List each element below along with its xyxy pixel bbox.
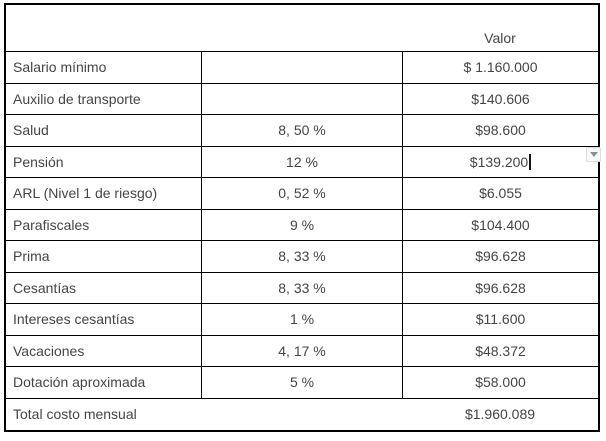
row-label-cell-text: Intereses cesantías: [13, 311, 135, 328]
table-total-row[interactable]: Total costo mensual $1.960.089: [6, 399, 598, 430]
table-row: Intereses cesantías 1 % $11.600: [6, 304, 598, 336]
row-label-cell[interactable]: Prima: [6, 241, 202, 272]
row-percent-cell[interactable]: [202, 52, 403, 83]
total-label-cell[interactable]: Total costo mensual: [13, 406, 137, 422]
row-value-cell-text: $96.628: [475, 248, 526, 265]
row-value-cell-text: $48.372: [475, 342, 526, 359]
table-row: Salario mínimo $ 1.160.000: [6, 52, 598, 84]
table-row: Prima 8, 33 % $96.628: [6, 241, 598, 273]
row-label-cell-text: Salario mínimo: [13, 59, 107, 76]
row-percent-cell[interactable]: 4, 17 %: [202, 335, 403, 366]
row-value-cell[interactable]: $96.628: [403, 273, 598, 304]
row-value-cell-text: $58.000: [475, 374, 526, 391]
row-label-cell[interactable]: Parafiscales: [6, 209, 202, 240]
row-label-cell-text: Salud: [13, 122, 49, 139]
row-value-cell[interactable]: $139.200: [403, 147, 598, 178]
row-label-cell[interactable]: Intereses cesantías: [6, 304, 202, 335]
table-body: Salario mínimo $ 1.160.000 Auxilio de tran…: [6, 52, 598, 399]
row-label-cell-text: Dotación aproximada: [13, 374, 146, 391]
row-percent-cell[interactable]: 5 %: [202, 367, 403, 398]
row-percent-cell-text: 4, 17 %: [278, 342, 326, 359]
table-header-row[interactable]: Valor: [6, 5, 598, 52]
row-value-cell-text: $140.606: [471, 90, 530, 107]
row-percent-cell[interactable]: 8, 33 %: [202, 272, 403, 303]
row-value-cell-text: $ 1.160.000: [463, 59, 538, 76]
down-triangle-glyph: [589, 152, 598, 157]
row-label-cell-text: Parafiscales: [13, 216, 90, 233]
row-percent-cell[interactable]: [202, 83, 403, 114]
row-label-cell-text: Prima: [13, 248, 50, 265]
row-label-cell-text: Auxilio de transporte: [13, 90, 141, 107]
row-value-cell-text: $139.200: [469, 153, 529, 170]
row-label-cell-text: ARL (Nivel 1 de riesgo): [13, 185, 158, 202]
row-label-cell[interactable]: Salud: [6, 115, 202, 146]
row-value-cell[interactable]: $98.600: [403, 115, 598, 146]
row-value-cell[interactable]: $96.628: [403, 241, 598, 272]
row-label-cell[interactable]: Auxilio de transporte: [6, 83, 202, 114]
row-percent-cell-text: 0, 52 %: [278, 185, 326, 202]
row-value-cell-text: $104.400: [471, 216, 530, 233]
header-valor-cell[interactable]: Valor: [484, 30, 516, 46]
row-value-cell[interactable]: $6.055: [403, 178, 598, 209]
table-row: Dotación aproximada 5 % $58.000: [6, 367, 598, 399]
row-percent-cell-text: 9 %: [289, 216, 315, 233]
row-percent-cell-text: 8, 33 %: [278, 279, 326, 296]
table-row: Salud 8, 50 % $98.600: [6, 115, 598, 147]
row-value-cell-text: $98.600: [475, 122, 526, 139]
table-row: ARL (Nivel 1 de riesgo) 0, 52 % $6.055: [6, 178, 598, 210]
row-percent-cell[interactable]: 12 %: [202, 146, 403, 177]
row-percent-cell-text: 8, 50 %: [278, 122, 326, 139]
table-row: Auxilio de transporte $140.606: [6, 83, 598, 115]
cost-table: Valor Salario mínimo $ 1.160.000 Auxilio d…: [4, 3, 600, 432]
total-value-cell[interactable]: $1.960.089: [464, 406, 536, 422]
row-label-cell-text: Pensión: [13, 153, 64, 170]
row-value-cell-text: $11.600: [475, 311, 526, 328]
table-row: Cesantías 8, 33 % $96.628: [6, 272, 598, 304]
row-label-cell[interactable]: Dotación aproximada: [6, 367, 202, 398]
row-value-cell[interactable]: $ 1.160.000: [403, 52, 598, 83]
row-value-cell[interactable]: $11.600: [403, 304, 598, 335]
row-percent-cell[interactable]: 0, 52 %: [202, 178, 403, 209]
row-percent-cell[interactable]: 8, 33 %: [202, 241, 403, 272]
row-percent-cell-text: 12 %: [286, 153, 318, 170]
row-percent-cell[interactable]: 1 %: [202, 304, 403, 335]
text-cursor: [529, 153, 532, 170]
row-value-cell[interactable]: $58.000: [403, 367, 598, 398]
row-value-cell[interactable]: $48.372: [403, 336, 598, 367]
row-value-cell-text: $6.055: [479, 185, 522, 202]
table-row: Pensión 12 % $139.200: [6, 146, 598, 178]
row-percent-cell-text: 8, 33 %: [278, 248, 326, 265]
row-percent-cell-text: 5 %: [289, 374, 315, 391]
row-label-cell[interactable]: Cesantías: [6, 272, 202, 303]
dropdown-arrow-icon[interactable]: [586, 147, 601, 162]
row-label-cell[interactable]: ARL (Nivel 1 de riesgo): [6, 178, 202, 209]
row-value-cell[interactable]: $104.400: [403, 210, 598, 241]
row-label-cell-text: Vacaciones: [13, 342, 85, 359]
row-value-cell-text: $96.628: [475, 279, 526, 296]
table-row: Vacaciones 4, 17 % $48.372: [6, 335, 598, 367]
table-row: Parafiscales 9 % $104.400: [6, 209, 598, 241]
row-value-cell[interactable]: $140.606: [403, 84, 598, 115]
row-percent-cell[interactable]: 9 %: [202, 209, 403, 240]
row-percent-cell-text: 1 %: [289, 311, 315, 328]
row-label-cell[interactable]: Salario mínimo: [6, 52, 202, 83]
row-percent-cell[interactable]: 8, 50 %: [202, 115, 403, 146]
row-label-cell-text: Cesantías: [13, 279, 77, 296]
row-label-cell[interactable]: Pensión: [6, 146, 202, 177]
row-label-cell[interactable]: Vacaciones: [6, 335, 202, 366]
